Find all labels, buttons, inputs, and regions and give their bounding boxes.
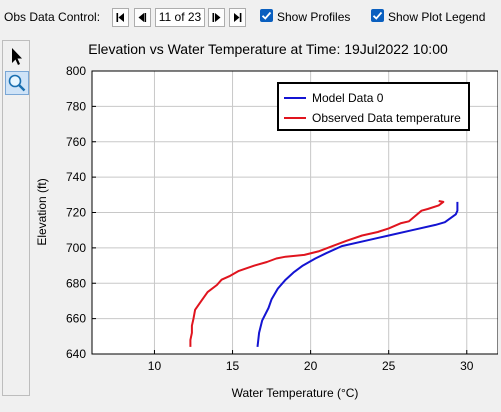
show-plot-legend-checkbox[interactable] xyxy=(371,9,384,22)
elevation-temperature-chart[interactable]: Elevation vs Water Temperature at Time: … xyxy=(32,36,499,408)
step-forward-icon xyxy=(212,13,221,22)
legend-label-observed: Observed Data temperature xyxy=(312,111,461,125)
next-page-button[interactable] xyxy=(208,8,225,27)
plot-panel: Elevation vs Water Temperature at Time: … xyxy=(32,36,499,408)
tool-palette xyxy=(2,40,30,396)
magnifier-icon xyxy=(8,74,26,92)
chart-title: Elevation vs Water Temperature at Time: … xyxy=(88,41,448,57)
legend-box xyxy=(277,82,470,131)
observed-data-line[interactable] xyxy=(189,200,445,347)
model-data-line[interactable] xyxy=(256,201,459,348)
y-tick-label: 800 xyxy=(66,64,86,78)
y-tick-label: 760 xyxy=(66,135,86,149)
show-profiles-label: Show Profiles xyxy=(277,10,351,24)
skip-first-icon xyxy=(116,13,124,22)
show-plot-legend-label: Show Plot Legend xyxy=(388,10,486,24)
y-tick-label: 700 xyxy=(66,241,86,255)
x-tick-label: 15 xyxy=(226,359,240,373)
obs-data-control-label: Obs Data Control: xyxy=(4,10,101,24)
page-indicator[interactable]: 11 of 23 xyxy=(155,8,205,27)
x-axis-label: Water Temperature (°C) xyxy=(232,386,359,400)
y-tick-label: 680 xyxy=(66,276,86,290)
y-tick-label: 780 xyxy=(66,99,86,113)
legend-label-model: Model Data 0 xyxy=(312,91,384,105)
x-tick-label: 25 xyxy=(382,359,396,373)
skip-last-icon xyxy=(234,13,242,22)
show-profiles-checkbox[interactable] xyxy=(260,9,273,22)
y-tick-label: 740 xyxy=(66,170,86,184)
y-tick-label: 640 xyxy=(66,347,86,361)
pointer-tool-button[interactable] xyxy=(5,45,29,69)
arrow-pointer-icon xyxy=(12,48,22,65)
toolbar: Obs Data Control: 11 of 23 Show Profiles xyxy=(0,0,501,36)
last-page-button[interactable] xyxy=(229,8,246,27)
previous-page-button[interactable] xyxy=(134,8,151,27)
first-page-button[interactable] xyxy=(112,8,129,27)
step-back-icon xyxy=(138,13,147,22)
legend[interactable]: Model Data 0 Observed Data temperature xyxy=(277,82,470,131)
y-axis-label: Elevation (ft) xyxy=(35,178,49,245)
x-tick-label: 20 xyxy=(304,359,318,373)
checkmark-icon xyxy=(261,11,272,20)
axis-ticks: 10 15 20 25 30 640 660 680 700 720 740 760 780 800 xyxy=(66,64,474,373)
x-tick-label: 30 xyxy=(460,359,474,373)
x-tick-label: 10 xyxy=(148,359,162,373)
checkmark-icon xyxy=(372,11,383,20)
zoom-tool-button[interactable] xyxy=(5,71,29,95)
series-layer xyxy=(189,200,459,348)
y-tick-label: 720 xyxy=(66,206,86,220)
y-tick-label: 660 xyxy=(66,312,86,326)
